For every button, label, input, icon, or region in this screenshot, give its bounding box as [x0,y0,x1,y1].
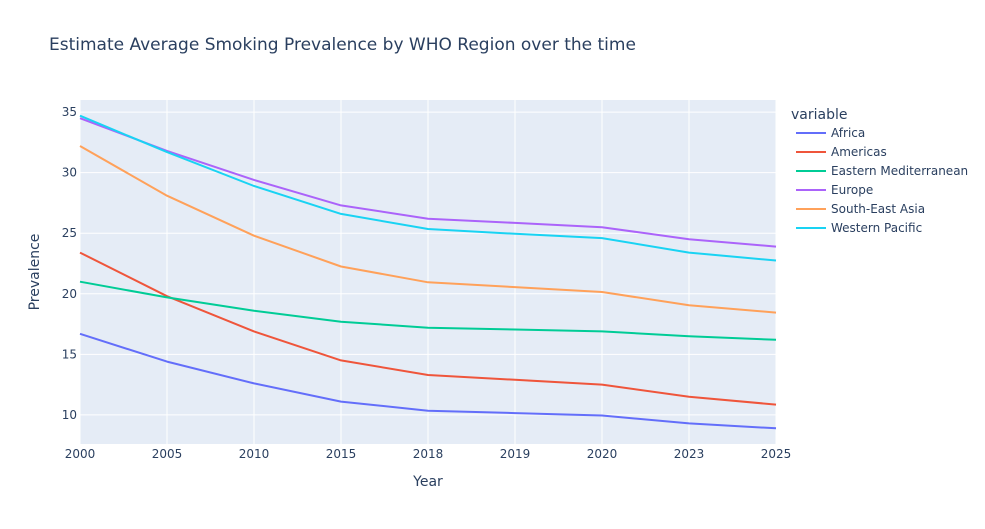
x-tick-labels: 2000 2005 2010 2015 2018 2019 2020 2023 2025 [65,447,792,461]
y-axis-label: Prevalence [27,234,43,311]
x-tick-label: 2025 [761,447,792,461]
y-tick-label: 35 [62,105,77,119]
x-tick-label: 2015 [326,447,357,461]
legend-label: South-East Asia [831,202,925,216]
y-tick-label: 10 [62,408,77,422]
x-tick-label: 2018 [413,447,444,461]
y-tick-label: 20 [62,287,77,301]
series-line [79,114,777,262]
y-tick-labels: 10 15 20 25 30 35 [62,105,77,422]
series-line [79,117,777,248]
legend-label: Eastern Mediterranean [831,164,968,178]
legend-title: variable [791,107,847,123]
x-tick-label: 2023 [674,447,705,461]
series-lines [79,114,777,430]
legend-item[interactable]: Africa [796,126,865,140]
x-tick-label: 2000 [65,447,96,461]
legend-items: Africa Americas Eastern Mediterranean Europ… [796,126,968,235]
x-tick-label: 2020 [587,447,618,461]
legend-item[interactable]: Europe [796,183,873,197]
series-line [79,251,777,406]
series-line [79,332,777,430]
legend-item[interactable]: Eastern Mediterranean [796,164,968,178]
series-line [79,280,777,341]
x-tick-label: 2010 [239,447,270,461]
x-tick-label: 2019 [500,447,531,461]
legend-item[interactable]: South-East Asia [796,202,925,216]
legend-item[interactable]: Americas [796,145,887,159]
x-axis-label: Year [412,474,443,490]
legend: variable Africa Americas Eastern Mediterra… [791,107,968,235]
y-tick-label: 25 [62,226,77,240]
legend-label: Africa [831,126,865,140]
legend-item[interactable]: Western Pacific [796,221,922,235]
legend-label: Western Pacific [831,221,922,235]
gridlines [79,100,777,444]
legend-label: Europe [831,183,873,197]
y-tick-label: 30 [62,166,77,180]
legend-label: Americas [831,145,887,159]
y-tick-label: 15 [62,347,77,361]
series-line [79,145,777,314]
x-tick-label: 2005 [152,447,183,461]
chart-title: Estimate Average Smoking Prevalence by W… [49,35,636,55]
